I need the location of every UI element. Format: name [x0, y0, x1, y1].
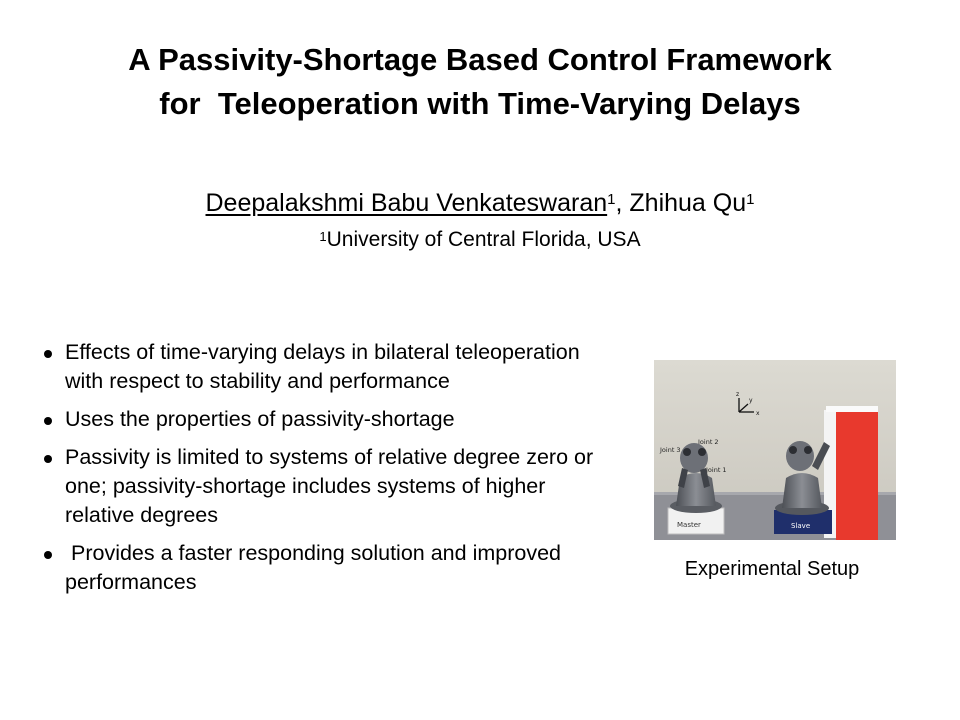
bullet-list: Effects of time-varying delays in bilate…	[40, 338, 600, 606]
axes-icon	[738, 398, 754, 413]
bullet-text: Passivity is limited to systems of relat…	[65, 445, 600, 527]
bullet-dot-icon	[44, 551, 52, 559]
author-2-affil-mark: 1	[746, 191, 755, 208]
bullet-text: Effects of time-varying delays in bilate…	[65, 340, 586, 393]
slave-device	[774, 441, 832, 534]
bullet-item: Provides a faster responding solution an…	[40, 539, 600, 597]
red-box	[824, 406, 878, 540]
master-device	[667, 443, 725, 535]
bullet-item: Effects of time-varying delays in bilate…	[40, 338, 600, 396]
bullet-item: Passivity is limited to systems of relat…	[40, 443, 600, 530]
title-line-2: for Teleoperation with Time-Varying Dela…	[159, 86, 801, 121]
bullet-text: Provides a faster responding solution an…	[65, 541, 567, 594]
axis-y-label: y	[749, 397, 753, 404]
bullet-dot-icon	[44, 455, 52, 463]
slave-label: Slave	[791, 522, 810, 530]
axis-z-label: z	[736, 391, 739, 398]
bullet-text: Uses the properties of passivity-shortag…	[65, 407, 455, 431]
bullet-dot-icon	[44, 350, 52, 358]
joint-3-label: Joint 3	[659, 446, 681, 454]
setup-illustration: z y x Joint 2 Joint 3 Joint 1 Master	[654, 360, 896, 540]
bullet-dot-icon	[44, 417, 52, 425]
axis-x-label: x	[756, 410, 760, 417]
joint-1-label: Joint 1	[705, 466, 727, 474]
figure-caption: Experimental Setup	[684, 558, 860, 580]
title-line-1: A Passivity-Shortage Based Control Frame…	[128, 42, 832, 77]
experimental-setup-photo: z y x Joint 2 Joint 3 Joint 1 Master	[654, 360, 896, 540]
affiliation: 1University of Central Florida, USA	[0, 226, 960, 254]
master-label: Master	[677, 521, 701, 529]
affiliation-text: University of Central Florida, USA	[326, 228, 641, 251]
slide-title: A Passivity-Shortage Based Control Frame…	[0, 38, 960, 126]
author-separator: ,	[615, 189, 630, 217]
joint-2-label: Joint 2	[697, 438, 719, 446]
author-1-affil-mark: 1	[607, 191, 616, 208]
author-1-name: Deepalakshmi Babu Venkateswaran	[205, 189, 608, 217]
bullet-item: Uses the properties of passivity-shortag…	[40, 405, 600, 434]
author-line: Deepalakshmi Babu Venkateswaran1, Zhihua…	[0, 187, 960, 219]
author-2-name: Zhihua Qu	[629, 189, 747, 217]
affiliation-mark: 1	[319, 229, 327, 244]
